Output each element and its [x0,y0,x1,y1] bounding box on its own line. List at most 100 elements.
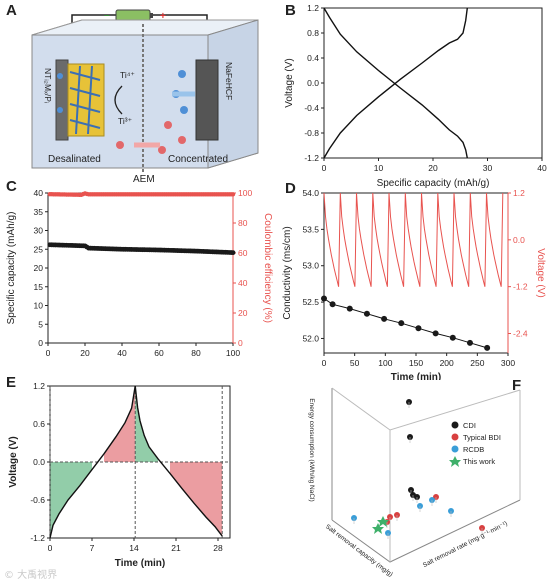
charge-positive-area [104,386,136,462]
conductivity-line [323,298,488,349]
discharge-positive-area [135,386,158,462]
y-tick-label: 0.0 [33,457,45,467]
panel-b-label: B [285,2,296,19]
y-tick-label: -0.4 [304,103,319,113]
panel-e-label: E [6,374,17,391]
y-axis-label: Salt removal rate (mg·g⁻¹·min⁻¹) [422,520,509,569]
y-axis-label: Voltage (V) [8,436,19,487]
y-tick-label: 52.5 [302,297,319,307]
y-axis-label: Voltage (V) [284,58,295,107]
x-tick-label: 0 [46,348,51,358]
x-tick-label: 20 [428,163,438,173]
y-tick-label: 15 [34,282,44,292]
y-tick-label: -0.8 [304,128,319,138]
x-axis-label: Time (min) [115,558,165,569]
capacity-point [230,250,236,256]
y-tick-label: 53.5 [302,224,319,234]
x-tick-label: 250 [470,358,484,368]
data-star [372,523,384,534]
ion [164,121,172,129]
y-tick-label: 53.0 [302,261,319,271]
y-tick-label: 20 [34,263,44,273]
x-tick-label: 200 [440,358,454,368]
top-frame [331,387,521,431]
chart-e: 0 7 14 21 28 -1.2 -0.6 0.0 0.6 1.2 Time (min) Volta… [8,381,231,569]
ion [178,136,186,144]
y-tick-label: 40 [34,188,44,198]
redox-arrow-icon [114,85,123,115]
x-tick-label: 30 [483,163,493,173]
x-tick-label: 28 [213,543,223,553]
x-axis-label: Time (min) [391,372,441,380]
x-tick-label: 40 [117,348,127,358]
y2-tick-label: 0.0 [513,235,525,245]
y-tick-label: -1.2 [304,153,319,163]
left-chamber-label: Desalinated [48,154,101,165]
y2-axis-label: Coulombic efficiency (%) [262,213,273,323]
voltage-curve [323,192,504,287]
y2-tick-label: 80 [238,218,248,228]
x-axis-label: Specific capacity (mAh/g) [377,178,490,189]
y-tick-label: 0.0 [307,78,319,88]
y-tick-label: 54.0 [302,188,319,198]
y2-tick-label: -1.2 [513,282,528,292]
charge-negative-area [50,462,92,538]
x-tick-label: 0 [322,163,327,173]
x-tick-label: 50 [350,358,360,368]
chart-f: Energy consumption (kWh/kg NaCl) Salt rem… [308,387,521,578]
chart-b: 0 10 20 30 40 -1.2 -0.8 -0.4 0.0 0.4 0.8 1.2 Specifi… [284,3,547,189]
voltage-curve [323,7,468,159]
x-tick-label: 100 [378,358,392,368]
y2-tick-label: 60 [238,248,248,258]
y-tick-label: 0 [38,338,43,348]
ion [180,106,188,114]
schematic-diagram: e⁻ – + NTᵢ₂Mₓ/Pᵢ NaFeHCF Ti⁴⁺ Ti³⁺ De [31,9,259,185]
legend-label: This work [463,457,495,466]
x-tick-label: 10 [374,163,384,173]
legend-star-icon [449,456,461,467]
x-tick-label: 20 [80,348,90,358]
ion-bottom-label: Ti³⁺ [118,116,133,126]
legend-marker [451,445,459,453]
conductivity-point [363,310,370,317]
x-tick-label: 60 [154,348,164,358]
membrane-label: AEM [133,174,155,185]
z-axis-label: Energy consumption (kWh/kg NaCl) [308,398,315,501]
y-tick-label: 35 [34,207,44,217]
conductivity-point [484,344,491,351]
y2-axis-label: Voltage (V) [535,248,546,297]
right-electrode [195,59,219,141]
x-tick-label: 300 [501,358,515,368]
x-tick-label: 150 [409,358,423,368]
panel-d-label: D [285,180,296,197]
panel-a: A e⁻ – + NTᵢ₂Mₓ/Pᵢ NaFeHCF [0,0,290,190]
y-tick-label: 30 [34,226,44,236]
watermark: © 大禹视界 [4,570,58,581]
y-tick-label: 0.8 [307,28,319,38]
panel-c-label: C [6,178,17,195]
x-axis-label: Salt removal capacity (mg/g) [324,523,394,578]
plot-frame [47,192,234,344]
data-star [377,516,389,527]
x-tick-label: 7 [90,543,95,553]
x-tick-label: 40 [537,163,547,173]
battery-icon [115,9,151,22]
voltage-curve [323,7,468,159]
conductivity-point [381,315,388,322]
x-tick-label: 80 [191,348,201,358]
left-electrode [55,59,69,141]
y-tick-label: 0.4 [307,53,319,63]
y-tick-label: 10 [34,301,44,311]
left-electrode-label: NTᵢ₂Mₓ/Pᵢ [43,68,53,103]
ion [116,141,124,149]
conductivity-point [321,295,327,302]
voltage-curve [49,385,223,539]
y-tick-label: -0.6 [30,495,45,505]
y2-tick-label: 1.2 [513,188,525,198]
legend-marker [451,433,459,441]
plus-sign: + [160,11,166,22]
y-tick-label: 25 [34,244,44,254]
y2-tick-label: 20 [238,308,248,318]
plot-frame [323,7,543,159]
conductivity-point [346,305,353,312]
